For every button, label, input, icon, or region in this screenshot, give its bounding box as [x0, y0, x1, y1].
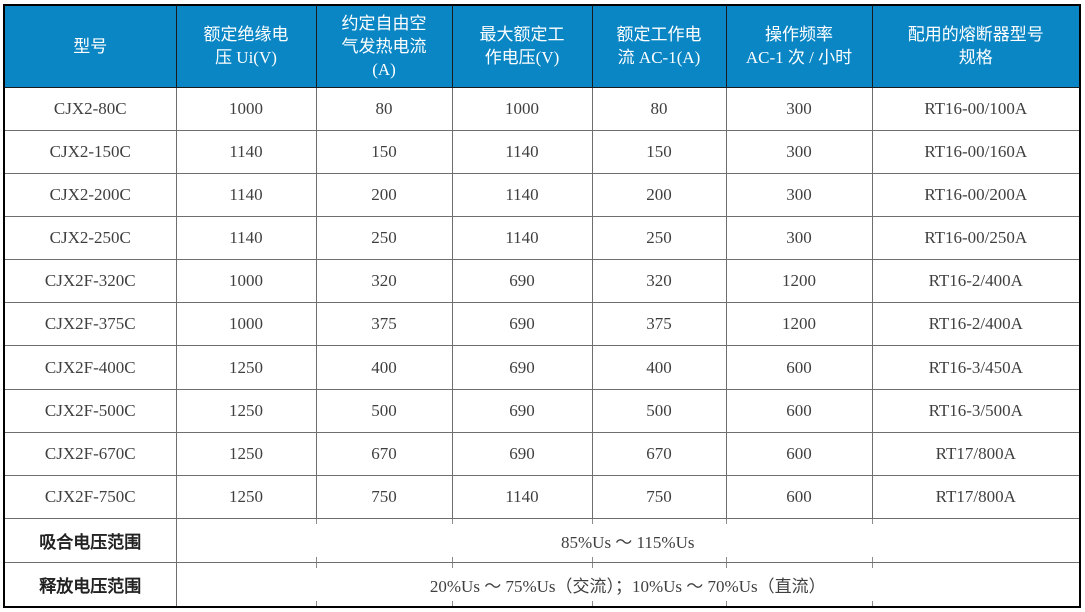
table-row: CJX2-250C 1140 250 1140 250 300 RT16-00/… — [3, 215, 1081, 261]
cell-fuse: RT17/800A — [871, 431, 1081, 476]
cell-insulation-voltage: 1000 — [175, 86, 317, 131]
pickup-voltage-range-value: 85%Us ～ 115%Us — [175, 518, 1081, 564]
col-header-model: 型号 — [3, 4, 177, 88]
cell-fuse: RT17/800A — [871, 474, 1081, 520]
cell-max-working-voltage: 1140 — [451, 172, 593, 217]
cell-max-working-voltage: 690 — [451, 388, 593, 433]
cell-fuse: RT16-2/400A — [871, 302, 1081, 347]
cell-max-working-voltage: 1000 — [451, 86, 593, 131]
cell-max-working-voltage: 690 — [451, 259, 593, 304]
cell-fuse: RT16-00/100A — [871, 86, 1081, 131]
cell-operating-frequency: 1200 — [725, 259, 873, 304]
cell-operating-frequency: 600 — [725, 388, 873, 433]
cell-insulation-voltage: 1000 — [175, 302, 317, 347]
cell-operating-frequency: 600 — [725, 345, 873, 390]
cell-model: CJX2-250C — [3, 215, 177, 261]
cell-thermal-current: 375 — [315, 302, 453, 347]
table-row: CJX2F-320C 1000 320 690 320 1200 RT16-2/… — [3, 259, 1081, 304]
cell-operating-frequency: 300 — [725, 129, 873, 174]
cell-model: CJX2F-500C — [3, 388, 177, 433]
table-row: CJX2-80C 1000 80 1000 80 300 RT16-00/100… — [3, 86, 1081, 131]
cell-max-working-voltage: 1140 — [451, 474, 593, 520]
cell-thermal-current: 200 — [315, 172, 453, 217]
cell-max-working-voltage: 1140 — [451, 215, 593, 261]
cell-working-current: 250 — [591, 215, 727, 261]
cell-working-current: 200 — [591, 172, 727, 217]
table-row: CJX2F-670C 1250 670 690 670 600 RT17/800… — [3, 431, 1081, 476]
cell-fuse: RT16-3/450A — [871, 345, 1081, 390]
cell-thermal-current: 670 — [315, 431, 453, 476]
cell-working-current: 750 — [591, 474, 727, 520]
cell-thermal-current: 250 — [315, 215, 453, 261]
cell-model: CJX2-150C — [3, 129, 177, 174]
cell-insulation-voltage: 1000 — [175, 259, 317, 304]
cell-fuse: RT16-00/200A — [871, 172, 1081, 217]
cell-thermal-current: 500 — [315, 388, 453, 433]
table-row: CJX2F-400C 1250 400 690 400 600 RT16-3/4… — [3, 345, 1081, 390]
table-row: CJX2-200C 1140 200 1140 200 300 RT16-00/… — [3, 172, 1081, 217]
cell-operating-frequency: 300 — [725, 215, 873, 261]
contactor-spec-table: 型号 额定绝缘电 压 Ui(V) 约定自由空 气发热电流 (A) 最大额定工 作… — [3, 4, 1081, 608]
cell-model: CJX2F-750C — [3, 474, 177, 520]
cell-max-working-voltage: 1140 — [451, 129, 593, 174]
col-header-rated-insulation-voltage: 额定绝缘电 压 Ui(V) — [175, 4, 317, 88]
cell-operating-frequency: 1200 — [725, 302, 873, 347]
cell-operating-frequency: 300 — [725, 172, 873, 217]
cell-working-current: 80 — [591, 86, 727, 131]
cell-insulation-voltage: 1250 — [175, 474, 317, 520]
col-header-fuse-type: 配用的熔断器型号 规格 — [871, 4, 1081, 88]
cell-operating-frequency: 600 — [725, 431, 873, 476]
cell-insulation-voltage: 1140 — [175, 215, 317, 261]
table-row: CJX2-150C 1140 150 1140 150 300 RT16-00/… — [3, 129, 1081, 174]
cell-model: CJX2F-375C — [3, 302, 177, 347]
release-voltage-range-value: 20%Us ～ 75%Us（交流）；10%Us ～ 70%Us（直流） — [175, 562, 1081, 608]
cell-operating-frequency: 600 — [725, 474, 873, 520]
cell-max-working-voltage: 690 — [451, 345, 593, 390]
cell-model: CJX2F-400C — [3, 345, 177, 390]
cell-insulation-voltage: 1140 — [175, 129, 317, 174]
col-header-rated-working-current-ac1: 额定工作电 流 AC-1(A) — [591, 4, 727, 88]
cell-insulation-voltage: 1250 — [175, 388, 317, 433]
cell-working-current: 400 — [591, 345, 727, 390]
table-row: CJX2F-500C 1250 500 690 500 600 RT16-3/5… — [3, 388, 1081, 433]
cell-insulation-voltage: 1250 — [175, 431, 317, 476]
cell-model: CJX2-80C — [3, 86, 177, 131]
release-voltage-range-label: 释放电压范围 — [3, 562, 177, 608]
cell-max-working-voltage: 690 — [451, 431, 593, 476]
cell-working-current: 375 — [591, 302, 727, 347]
cell-model: CJX2-200C — [3, 172, 177, 217]
release-voltage-range-row: 释放电压范围 20%Us ～ 75%Us（交流）；10%Us ～ 70%Us（直… — [3, 562, 1081, 608]
col-header-operating-frequency: 操作频率 AC-1 次 / 小时 — [725, 4, 873, 88]
cell-fuse: RT16-2/400A — [871, 259, 1081, 304]
table-header-row: 型号 额定绝缘电 压 Ui(V) 约定自由空 气发热电流 (A) 最大额定工 作… — [3, 4, 1081, 88]
pickup-voltage-range-row: 吸合电压范围 85%Us ～ 115%Us — [3, 518, 1081, 564]
cell-thermal-current: 400 — [315, 345, 453, 390]
cell-thermal-current: 150 — [315, 129, 453, 174]
cell-working-current: 320 — [591, 259, 727, 304]
table-row: CJX2F-375C 1000 375 690 375 1200 RT16-2/… — [3, 302, 1081, 347]
cell-working-current: 500 — [591, 388, 727, 433]
cell-thermal-current: 80 — [315, 86, 453, 131]
cell-fuse: RT16-3/500A — [871, 388, 1081, 433]
cell-insulation-voltage: 1250 — [175, 345, 317, 390]
cell-model: CJX2F-320C — [3, 259, 177, 304]
cell-insulation-voltage: 1140 — [175, 172, 317, 217]
cell-max-working-voltage: 690 — [451, 302, 593, 347]
cell-fuse: RT16-00/250A — [871, 215, 1081, 261]
col-header-max-rated-working-voltage: 最大额定工 作电压(V) — [451, 4, 593, 88]
cell-model: CJX2F-670C — [3, 431, 177, 476]
cell-working-current: 670 — [591, 431, 727, 476]
cell-fuse: RT16-00/160A — [871, 129, 1081, 174]
table-row: CJX2F-750C 1250 750 1140 750 600 RT17/80… — [3, 474, 1081, 520]
col-header-free-air-thermal-current: 约定自由空 气发热电流 (A) — [315, 4, 453, 88]
cell-thermal-current: 320 — [315, 259, 453, 304]
pickup-voltage-range-label: 吸合电压范围 — [3, 518, 177, 564]
cell-operating-frequency: 300 — [725, 86, 873, 131]
cell-thermal-current: 750 — [315, 474, 453, 520]
cell-working-current: 150 — [591, 129, 727, 174]
